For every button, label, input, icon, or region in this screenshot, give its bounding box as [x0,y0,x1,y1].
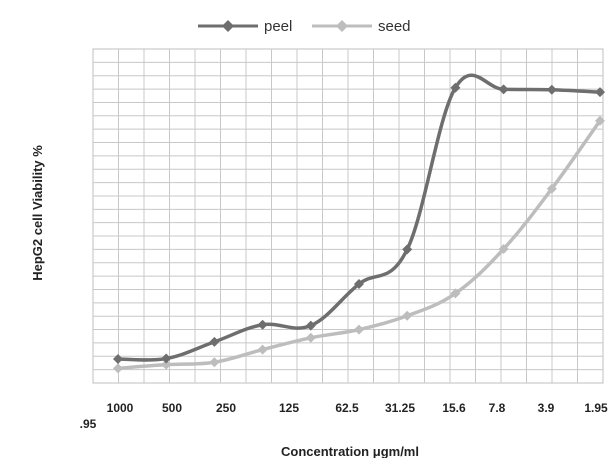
data-point-seed [113,363,123,374]
x-tick-label: 15.6 [442,401,466,415]
data-point-peel [257,319,268,330]
x-tick-label: 1.95 [584,401,608,415]
data-point-seed [402,310,413,321]
data-point-seed [305,332,316,343]
data-point-peel [209,336,220,347]
x-tick-labels: 1000 500 250 125 62.5 31.25 15.6 7.8 3.9 1.95 [107,401,608,415]
data-point-seed [595,115,605,126]
data-point-seed [546,183,557,194]
series-line-seed [116,118,602,371]
plot-grid [92,48,604,384]
legend-marker-peel [222,20,234,32]
legend: peel seed [198,18,411,35]
x-axis-title: Concentration μgm/ml [281,444,419,458]
legend-label-seed: seed [378,18,411,35]
data-point-peel [113,353,123,364]
x-tick-label: 62.5 [335,401,359,415]
data-point-peel [305,320,316,331]
series-markers [113,82,605,374]
legend-marker-seed [336,20,348,32]
data-point-seed [257,344,268,355]
data-point-seed [209,357,220,368]
x-tick-label: 125 [279,401,299,415]
x-tick-label-extra: .95 [80,417,97,431]
data-point-seed [161,359,172,370]
data-point-peel [546,84,557,95]
x-tick-label: 7.8 [489,401,506,415]
legend-label-peel: peel [264,18,292,35]
data-point-peel [402,244,413,255]
data-point-seed [354,324,364,335]
data-point-peel [450,82,461,93]
data-point-peel [498,84,509,95]
data-point-peel [595,87,605,98]
x-tick-label: 31.25 [385,401,415,415]
data-point-seed [498,243,509,254]
legend-item-seed: seed [312,18,411,35]
data-point-peel [354,279,364,290]
legend-item-peel: peel [198,18,292,35]
x-tick-label: 500 [162,401,182,415]
y-axis-title: HepG2 cell Viability % [30,145,45,281]
x-tick-label: 1000 [107,401,134,415]
x-tick-label: 250 [216,401,236,415]
series-lines [116,73,602,371]
x-tick-label: 3.9 [538,401,555,415]
data-point-seed [450,288,461,299]
data-point-peel [161,353,172,364]
